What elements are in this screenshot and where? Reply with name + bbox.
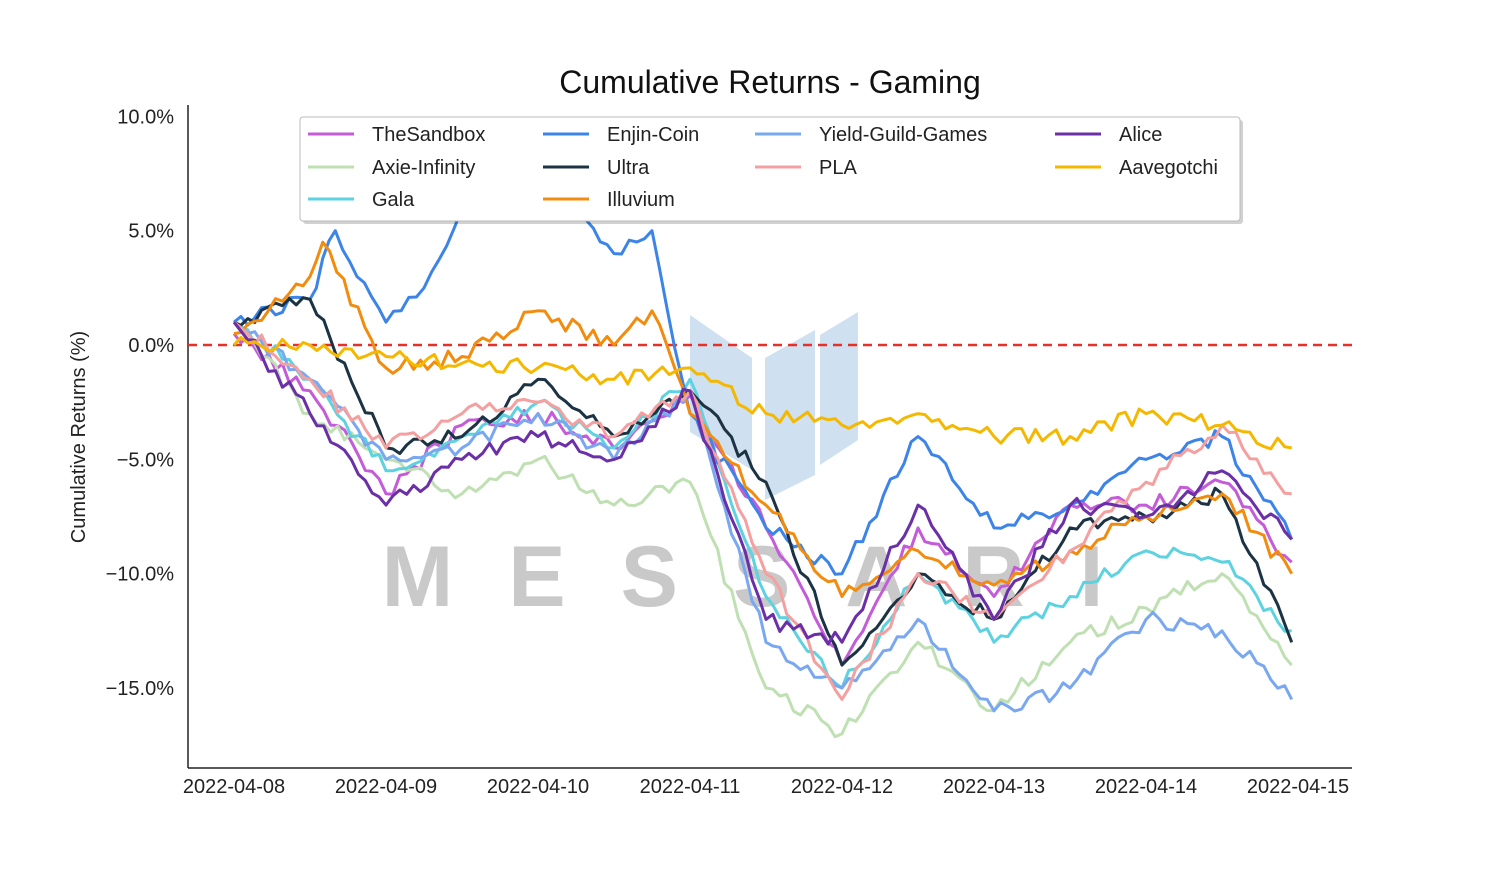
x-tick-label: 2022-04-13 xyxy=(943,776,1045,798)
legend-label: Yield-Guild-Games xyxy=(819,124,987,146)
y-tick-labels: 10.0% 5.0% 0.0% −5.0% −10.0% −15.0% xyxy=(106,106,175,700)
legend-label: TheSandbox xyxy=(372,124,485,146)
x-tick-label: 2022-04-11 xyxy=(640,776,741,798)
x-tick-label: 2022-04-14 xyxy=(1095,776,1197,798)
messari-logo-icon xyxy=(690,312,858,500)
x-tick-label: 2022-04-12 xyxy=(791,776,893,798)
series-lines xyxy=(232,158,1294,739)
legend-label: Ultra xyxy=(607,157,650,179)
series-line-ultra xyxy=(233,296,1294,667)
x-tick-labels: 2022-04-08 2022-04-09 2022-04-10 2022-04-11… xyxy=(183,776,1349,798)
legend-label: Illuvium xyxy=(607,189,675,211)
series-line-yield-guild-games xyxy=(233,321,1294,713)
y-tick-label: 5.0% xyxy=(128,221,174,243)
x-tick-label: 2022-04-10 xyxy=(487,776,589,798)
y-axis-label: Cumulative Returns (%) xyxy=(68,331,90,543)
series-line-alice xyxy=(232,321,1293,646)
x-tick-label: 2022-04-09 xyxy=(335,776,437,798)
series-line-aavegotchi xyxy=(232,335,1292,451)
legend-label: Gala xyxy=(372,189,415,211)
legend-label: Alice xyxy=(1119,124,1162,146)
series-line-axie-infinity xyxy=(232,321,1293,739)
x-tick-label: 2022-04-08 xyxy=(183,776,285,798)
legend: TheSandbox Axie-Infinity Gala Enjin-Coin Ult… xyxy=(299,116,1243,224)
y-tick-label: −5.0% xyxy=(117,449,174,471)
legend-label: Aavegotchi xyxy=(1119,157,1218,179)
legend-label: PLA xyxy=(819,157,857,179)
series-line-enjin-coin xyxy=(233,158,1294,576)
legend-box xyxy=(299,116,1241,222)
y-tick-label: −10.0% xyxy=(106,564,175,586)
legend-label: Axie-Infinity xyxy=(372,157,475,179)
y-tick-label: 0.0% xyxy=(128,335,174,357)
legend-label: Enjin-Coin xyxy=(607,124,699,146)
chart-title: Cumulative Returns - Gaming xyxy=(559,64,980,100)
y-tick-label: 10.0% xyxy=(117,106,174,128)
x-tick-label: 2022-04-15 xyxy=(1247,776,1349,798)
y-tick-label: −15.0% xyxy=(106,678,175,700)
series-line-gala xyxy=(233,320,1292,690)
legend-items: TheSandbox Axie-Infinity Gala Enjin-Coin Ult… xyxy=(308,124,1218,211)
